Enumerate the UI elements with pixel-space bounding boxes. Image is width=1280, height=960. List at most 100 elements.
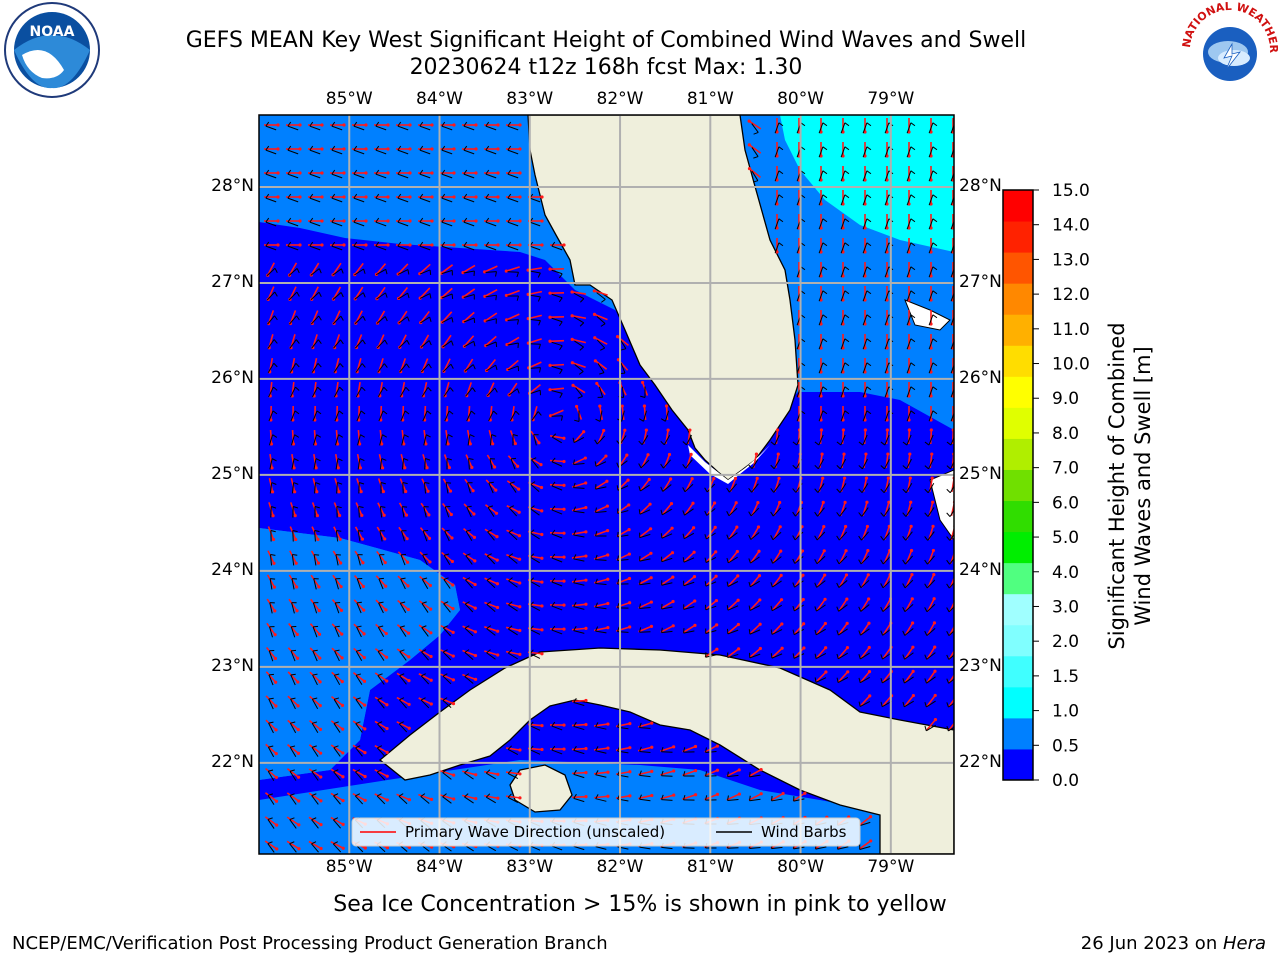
wind-barb-feather	[924, 725, 927, 731]
wind-barb	[333, 819, 341, 829]
wave-direction-arrowhead	[649, 551, 653, 555]
wind-barb	[420, 316, 430, 324]
wave-direction-arrowhead	[363, 846, 367, 850]
wind-barb	[551, 293, 563, 299]
wind-barb	[442, 772, 452, 780]
wind-barb	[595, 774, 607, 778]
wind-barb	[774, 194, 780, 206]
wind-barb-feather	[485, 169, 490, 175]
wave-direction-arrowhead	[337, 490, 341, 494]
wave-direction-arrow	[357, 429, 361, 445]
legend-wave-label: Primary Wave Direction (unscaled)	[405, 823, 665, 841]
wave-direction-arrow	[463, 335, 475, 347]
wave-direction-arrow	[309, 695, 321, 707]
nws-logo: NATIONAL WEATHER SERVICE	[1176, 0, 1280, 100]
wave-direction-arrowhead	[473, 653, 478, 658]
wind-barb	[419, 269, 431, 275]
wind-barb	[398, 292, 408, 300]
wave-direction-arrowhead	[297, 799, 301, 803]
wave-direction-arrow	[418, 673, 432, 681]
wind-barb	[927, 482, 935, 494]
wind-barb	[265, 197, 277, 203]
wind-barb	[310, 315, 320, 325]
wind-barb	[423, 434, 427, 446]
wind-barb-feather	[836, 630, 839, 636]
wind-barb-feather	[955, 171, 959, 174]
wave-direction-arrowhead	[380, 466, 385, 470]
wave-direction-arrowhead	[315, 490, 319, 494]
wave-direction-arrow	[907, 429, 911, 445]
wave-direction-arrowhead	[670, 551, 675, 555]
wind-barb	[816, 628, 826, 636]
wave-direction-arrow	[904, 622, 914, 636]
wave-direction-arrow	[927, 598, 935, 612]
wind-barb-feather	[858, 488, 863, 493]
wave-direction-arrowhead	[364, 123, 368, 127]
wind-barb	[353, 125, 365, 131]
wave-direction-arrowhead	[627, 552, 631, 556]
wind-barb-feather	[660, 533, 663, 539]
wind-barb	[906, 290, 912, 302]
wind-barb-feather	[331, 217, 336, 223]
wave-direction-arrowhead	[513, 441, 517, 446]
wave-direction-arrowhead	[931, 500, 935, 504]
colorbar-tick-label: 12.0	[1052, 285, 1090, 305]
wind-barb	[463, 149, 475, 155]
wave-direction-arrowhead	[910, 573, 914, 577]
wind-barb-feather	[814, 582, 818, 588]
wave-direction-arrowhead	[911, 645, 915, 649]
wind-barb-feather	[858, 559, 862, 565]
wave-direction-arrowhead	[886, 452, 890, 456]
wave-direction-arrow	[462, 576, 476, 586]
wind-barb	[290, 410, 296, 422]
wind-barb-feather	[726, 557, 729, 564]
wind-barb-feather	[866, 266, 872, 271]
wind-barb	[573, 292, 585, 300]
wind-barb	[268, 722, 274, 734]
wave-direction-arrow	[311, 286, 319, 300]
wind-barb-feather	[595, 626, 599, 632]
wind-barb-feather	[822, 386, 828, 391]
wind-barb-feather	[844, 410, 850, 415]
wind-barb-feather	[267, 841, 273, 845]
wind-barb-feather	[792, 511, 796, 517]
wind-barb-feather	[792, 441, 798, 446]
wave-direction-arrow	[462, 794, 476, 800]
wave-direction-arrowhead	[865, 500, 869, 504]
wind-barb-feather	[316, 434, 322, 438]
wind-barb-feather	[309, 217, 314, 223]
wave-direction-arrow	[770, 792, 784, 802]
wind-barb-feather	[333, 745, 339, 749]
wind-barb-feather	[910, 410, 916, 415]
wave-direction-arrowhead	[671, 624, 675, 628]
wind-barb-feather	[384, 316, 388, 322]
wave-direction-arrowhead	[320, 171, 324, 175]
wind-barb-feather	[485, 793, 491, 798]
wind-barb-feather	[836, 512, 841, 517]
wave-direction-arrowhead	[628, 794, 632, 798]
wave-direction-arrowhead	[864, 476, 869, 480]
wave-direction-arrowhead	[737, 768, 741, 772]
wind-barb-feather	[932, 194, 938, 199]
wind-barb-feather	[910, 338, 916, 343]
wave-direction-arrowhead	[664, 404, 669, 408]
wave-direction-arrowhead	[625, 453, 629, 457]
wave-direction-arrowhead	[428, 583, 432, 588]
wind-barb	[816, 580, 826, 588]
wind-barb	[353, 173, 365, 179]
wind-barb	[794, 580, 804, 588]
wind-barb-feather	[267, 817, 273, 820]
wind-barb	[950, 339, 954, 350]
wave-direction-arrow	[685, 478, 693, 492]
wave-direction-arrowhead	[823, 573, 827, 577]
wave-direction-arrowhead	[340, 703, 345, 707]
wave-direction-arrowhead	[606, 722, 610, 726]
wave-direction-arrow	[860, 646, 870, 660]
wind-barb	[444, 506, 450, 518]
wind-barb	[840, 170, 846, 182]
wind-barb-feather	[272, 410, 278, 415]
wave-direction-arrowhead	[341, 751, 345, 755]
legend: Primary Wave Direction (unscaled) Wind B…	[351, 817, 861, 847]
wind-barb-feather	[814, 441, 820, 446]
wave-direction-arrowhead	[584, 626, 588, 630]
